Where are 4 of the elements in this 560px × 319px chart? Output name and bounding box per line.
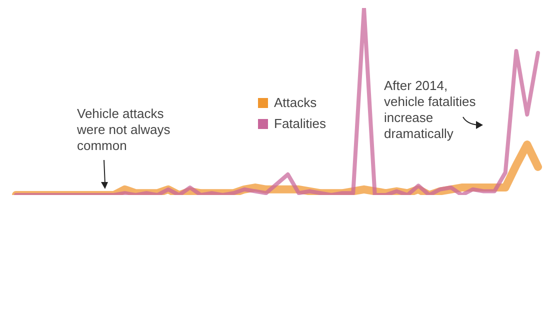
- annotation: After 2014, vehicle fatalities increase dramatically: [384, 78, 477, 142]
- legend-label: Fatalities: [274, 116, 326, 131]
- annotation: Vehicle attacks were not always common: [77, 106, 172, 154]
- legend-label: Attacks: [274, 95, 317, 110]
